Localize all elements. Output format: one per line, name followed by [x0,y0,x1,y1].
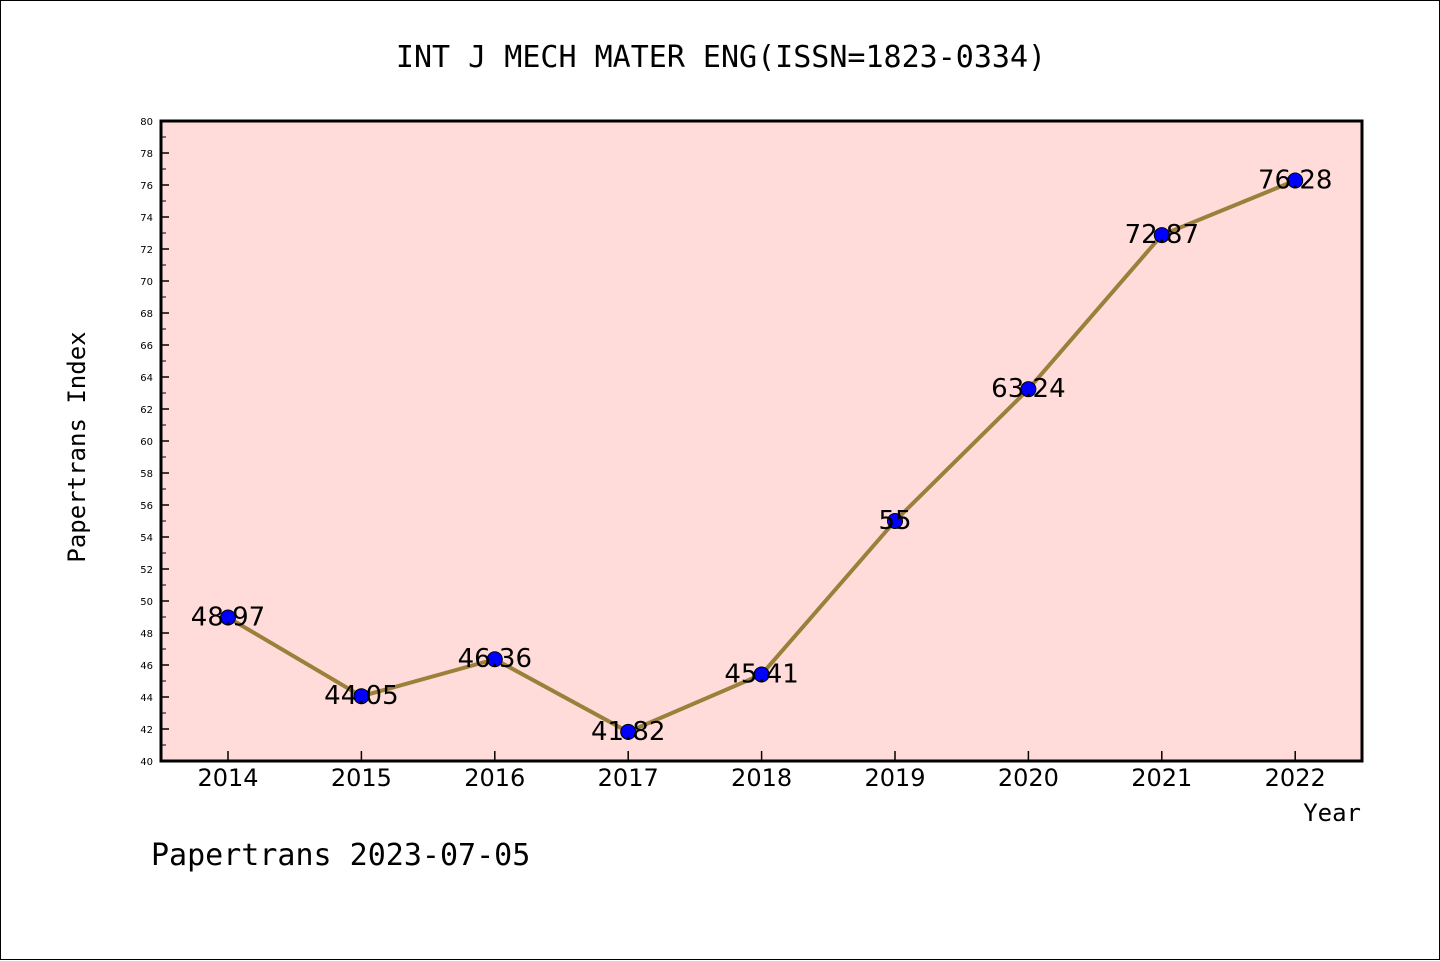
x-tick-label: 2017 [598,764,659,792]
data-label-2021: 72.87 [1125,220,1199,250]
y-tick-label: 46 [140,661,153,672]
x-axis-label: Year [1303,799,1361,827]
data-label-2017: 41.82 [591,717,665,747]
data-label-2022: 76.28 [1258,166,1332,196]
x-tick-label: 2021 [1131,764,1192,792]
series-markers [220,172,1304,740]
data-point-2020 [1020,381,1037,398]
data-label-2019: 55 [878,506,911,536]
chart-title: INT J MECH MATER ENG(ISSN=1823-0334) [396,40,1046,75]
y-tick-label: 50 [140,597,153,608]
x-tick-label: 2020 [998,764,1059,792]
y-tick-label: 80 [140,117,153,128]
data-point-2019 [887,513,903,529]
data-label-2015: 44.05 [324,681,398,711]
data-point-2014 [220,609,236,626]
y-tick-label: 42 [140,725,153,736]
y-tick-label: 70 [140,277,153,288]
data-point-2017 [620,723,637,740]
x-tick-label: 2022 [1265,764,1326,792]
y-tick-label: 60 [140,437,153,448]
data-label-2018: 45.41 [724,659,798,689]
x-axis: 2014 2015 2016 2017 2018 2019 2020 2021 2022 [197,751,1326,792]
x-tick-label: 2019 [864,764,925,792]
y-tick-label: 76 [140,181,153,192]
y-tick-label: 48 [140,629,153,640]
x-tick-label: 2014 [197,764,258,792]
data-label-2020: 63.24 [991,374,1065,404]
data-point-2015 [353,688,370,705]
y-tick-label: 52 [140,565,153,576]
y-tick-label: 58 [140,469,153,480]
y-tick-label: 56 [140,501,153,512]
y-tick-label: 40 [140,757,153,768]
plot-border [159,119,1364,763]
y-tick-label: 68 [140,309,153,320]
data-labels: 48.97 44.05 46.36 41.82 45.41 55 63.24 72.87 76.… [191,166,1333,747]
x-tick-label: 2018 [731,764,792,792]
y-tick-label: 74 [140,213,153,224]
data-point-2018 [753,666,770,683]
y-tick-label: 78 [140,149,153,160]
y-tick-label: 66 [140,341,153,352]
y-tick-label: 54 [140,533,153,544]
x-tick-label: 2016 [464,764,525,792]
data-label-2014: 48.97 [191,602,265,632]
data-point-2022 [1287,172,1304,189]
data-label-2016: 46.36 [458,644,532,674]
y-axis-label: Papertrans Index [63,331,91,562]
y-tick-label: 72 [140,245,153,256]
data-point-2016 [486,651,503,668]
y-tick-label: 64 [140,373,153,384]
data-point-2021 [1153,227,1170,244]
y-tick-label: 44 [140,693,153,704]
y-tick-label: 62 [140,405,153,416]
footer-text: Papertrans 2023-07-05 [151,838,530,873]
x-tick-label: 2015 [331,764,392,792]
